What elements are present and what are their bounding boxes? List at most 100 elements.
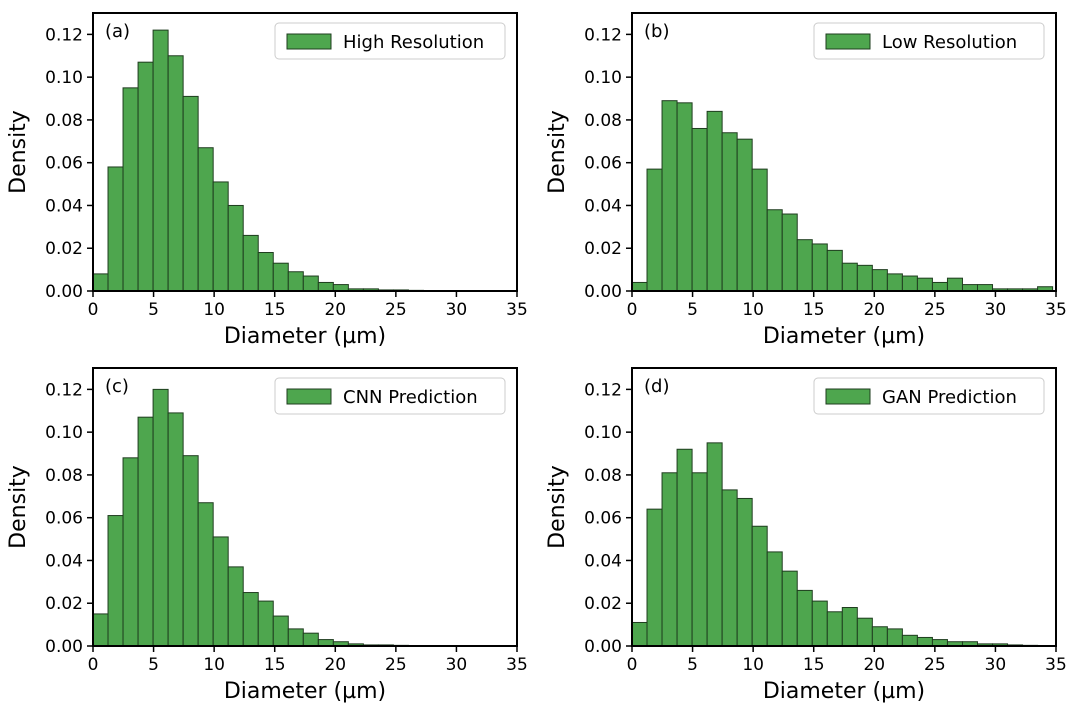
histogram-bar — [661, 100, 678, 292]
y-tick-label: 0.10 — [45, 423, 83, 443]
x-axis-label: Diameter (µm) — [224, 679, 386, 703]
histogram-bar — [661, 472, 678, 647]
histogram-bar — [751, 168, 768, 292]
y-tick-label: 0.02 — [584, 239, 622, 259]
y-tick-label: 0.06 — [45, 509, 83, 529]
x-tick-label: 10 — [742, 655, 764, 675]
histogram-bar — [242, 592, 259, 647]
histogram-bar — [287, 628, 304, 647]
histogram-bar — [781, 570, 798, 647]
histogram-bar — [182, 95, 199, 292]
panel-label: (c) — [105, 376, 129, 397]
histogram-bar — [736, 138, 753, 292]
histogram-bar — [212, 536, 229, 647]
legend-label: High Resolution — [343, 32, 484, 53]
histogram-bar — [676, 102, 693, 292]
y-tick-label: 0.12 — [45, 25, 83, 45]
x-axis-label: Diameter (µm) — [763, 324, 925, 349]
histogram-bar — [871, 269, 888, 292]
x-tick-label: 30 — [985, 300, 1007, 320]
panel-label: (b) — [644, 21, 669, 42]
y-tick-label: 0.04 — [584, 196, 622, 216]
y-tick-label: 0.04 — [45, 196, 83, 216]
histogram-bar — [916, 636, 933, 647]
histogram-bar — [197, 502, 214, 647]
y-axis-label: Density — [545, 465, 570, 549]
histogram-bar — [137, 416, 154, 647]
x-tick-label: 15 — [803, 300, 825, 320]
x-tick-label: 20 — [863, 300, 885, 320]
x-tick-label: 25 — [385, 300, 407, 320]
x-tick-label: 15 — [803, 655, 825, 675]
x-tick-label: 35 — [506, 655, 528, 675]
x-tick-label: 20 — [863, 655, 885, 675]
histogram-bar — [916, 277, 933, 292]
x-tick-label: 20 — [324, 655, 346, 675]
x-axis-label: Diameter (µm) — [763, 679, 925, 703]
x-tick-label: 0 — [627, 655, 638, 675]
y-tick-label: 0.06 — [584, 509, 622, 529]
x-tick-label: 0 — [627, 300, 638, 320]
x-tick-label: 5 — [148, 300, 159, 320]
x-tick-label: 15 — [264, 655, 286, 675]
x-tick-label: 10 — [742, 300, 764, 320]
histogram-bar — [272, 615, 289, 647]
histogram-bar — [631, 621, 648, 647]
histogram-bar — [107, 166, 124, 292]
y-tick-label: 0.00 — [584, 637, 622, 657]
axes-frame — [631, 12, 1057, 292]
legend-swatch — [825, 388, 871, 405]
histogram-bar — [841, 262, 858, 292]
y-axis-label: Density — [6, 465, 31, 549]
histogram-bar — [92, 613, 109, 647]
legend-label: GAN Prediction — [882, 387, 1017, 408]
histogram-bar — [676, 448, 693, 647]
histogram-bar — [781, 213, 798, 292]
histogram-bar — [766, 551, 783, 647]
y-tick-label: 0.06 — [45, 154, 83, 174]
y-tick-label: 0.10 — [584, 68, 622, 88]
y-axis-label: Density — [6, 110, 31, 194]
histogram-bar — [212, 181, 229, 292]
y-tick-label: 0.02 — [584, 594, 622, 614]
y-tick-label: 0.02 — [45, 594, 83, 614]
histogram-bar — [826, 249, 843, 292]
histogram-bar — [107, 515, 124, 647]
x-tick-label: 10 — [203, 300, 225, 320]
chart-panel: 0 5 10 15 20 25 30 35 0.00 0.02 0.04 0.06 0.08 0.10 0.… — [6, 367, 528, 703]
histogram-bar — [946, 277, 963, 292]
x-tick-label: 15 — [264, 300, 286, 320]
legend-swatch — [286, 388, 332, 405]
histogram-bar — [796, 239, 813, 292]
x-tick-label: 0 — [88, 300, 99, 320]
histogram-bar — [287, 271, 304, 292]
x-tick-label: 30 — [446, 300, 468, 320]
legend-box — [813, 377, 1045, 415]
histogram-bar — [811, 243, 828, 292]
y-tick-label: 0.12 — [584, 25, 622, 45]
y-tick-label: 0.06 — [584, 154, 622, 174]
axes-frame — [92, 367, 518, 647]
y-tick-label: 0.00 — [45, 282, 83, 302]
histogram-bar — [871, 626, 888, 647]
x-tick-label: 0 — [88, 655, 99, 675]
histogram-bar — [182, 455, 199, 647]
histogram-bar — [811, 600, 828, 647]
histogram-bar — [751, 525, 768, 647]
histogram-bar — [691, 472, 708, 647]
x-tick-label: 5 — [148, 655, 159, 675]
x-tick-label: 35 — [1045, 300, 1067, 320]
histogram-bar — [227, 566, 244, 647]
chart-panel: 0 5 10 15 20 25 30 35 0.00 0.02 0.04 0.06 0.08 0.10 0.… — [6, 12, 528, 349]
histogram-bar — [227, 204, 244, 292]
axes-frame — [92, 12, 518, 292]
y-tick-label: 0.08 — [45, 466, 83, 486]
y-tick-label: 0.10 — [584, 423, 622, 443]
y-tick-label: 0.04 — [584, 551, 622, 571]
x-tick-label: 25 — [385, 655, 407, 675]
y-tick-label: 0.02 — [45, 239, 83, 259]
x-tick-label: 30 — [446, 655, 468, 675]
y-tick-label: 0.12 — [45, 380, 83, 400]
histogram-bar — [856, 617, 873, 647]
